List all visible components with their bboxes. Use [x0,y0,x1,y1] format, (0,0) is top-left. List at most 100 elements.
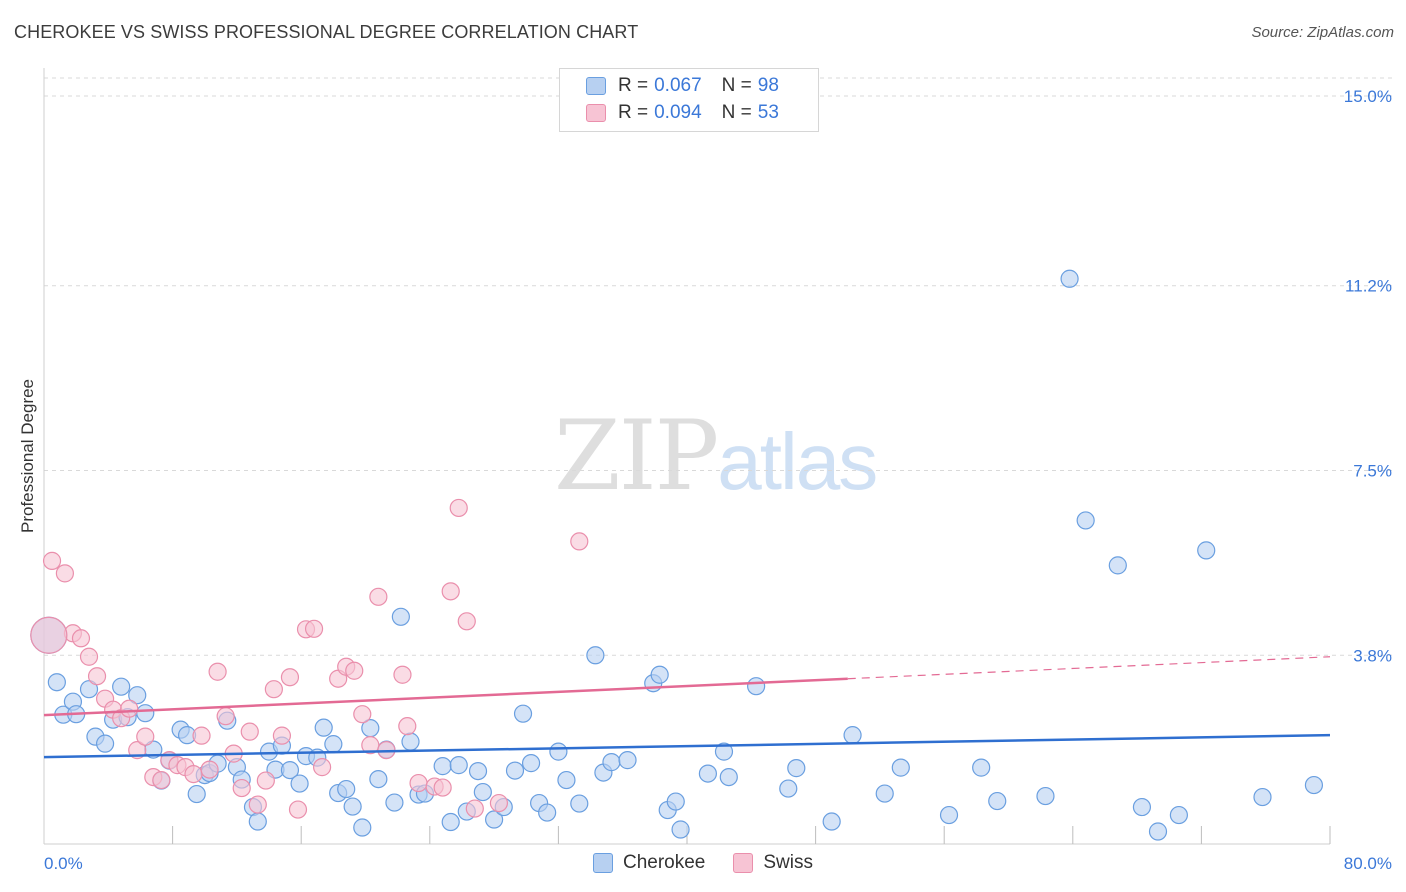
legend-n-label: N = [721,102,752,123]
cherokee-point [314,718,333,737]
cherokee-point [1036,786,1055,806]
legend: R = 0.067 N = 98 R = 0.094 N = 53 [559,68,819,132]
cherokee-point [136,704,155,723]
swiss-point [304,619,324,638]
cherokee-point [1148,822,1168,841]
cherokee-point [538,803,557,822]
cherokee-point [891,758,910,777]
cherokee-point [248,812,267,831]
cherokee-point [570,794,589,813]
swiss-point [489,793,509,813]
bottom-legend: Cherokee Swiss [0,852,1406,874]
cherokee-point [47,673,66,692]
swiss-point [398,717,417,736]
cherokee-point [521,754,541,773]
cherokee-point [1197,541,1216,560]
cherokee-point [557,770,576,790]
cherokee-point [128,686,147,705]
swiss-point [280,668,300,687]
watermark-atlas: atlas [717,417,878,506]
swiss-point [345,661,364,680]
bottom-legend-label: Swiss [763,852,813,873]
legend-r-value: 0.094 [654,102,702,123]
swiss-point [200,760,219,779]
legend-row-cherokee: R = 0.067 N = 98 [586,74,779,98]
watermark: ZIPatlas [554,400,878,512]
legend-n-value: 53 [757,102,779,123]
source-label: Source: ZipAtlas.com [1251,24,1394,41]
legend-r-label: R = [618,102,649,123]
cherokee-point [505,761,525,780]
swiss-point [136,727,155,746]
legend-row-swiss: R = 0.094 N = 53 [586,101,779,125]
swiss-point [449,498,468,518]
cherokee-point [1304,775,1324,795]
legend-swatch-cherokee [586,77,606,95]
bottom-legend-swatch-cherokee [592,853,613,873]
swiss-point [120,699,139,718]
legend-n-value: 98 [757,75,779,96]
cherokee-point [843,726,862,745]
swiss-point [570,532,589,551]
cherokee-point [324,735,343,754]
swiss-point [264,680,283,699]
y-tick-label: 15.0% [1344,87,1392,106]
cherokee-point [290,774,309,793]
cherokee-point [747,677,766,696]
cherokee-point [671,820,690,839]
cherokee-point [1253,787,1272,807]
cherokee-point [650,665,669,684]
cherokee-point [822,812,841,831]
cherokee-point [401,732,420,751]
swiss-point [152,770,171,790]
cherokee-point [353,818,372,837]
cherokee-point [433,757,452,776]
cherokee-point [779,779,798,798]
cherokee-point [875,784,894,803]
bottom-legend-swatch-swiss [733,853,754,873]
cherokee-point [549,742,568,761]
cherokee-point [939,805,959,825]
legend-n-label: N = [721,75,752,96]
cherokee-point [449,756,468,775]
swiss-point [441,582,460,601]
swiss-point [457,612,476,631]
swiss-point [87,667,107,686]
swiss-point [240,722,259,741]
cherokee-point [79,680,99,699]
swiss-trend-line [43,677,848,717]
cherokee-point [112,677,131,696]
y-tick-label: 7.5% [1353,462,1392,481]
cherokee-point [719,767,738,787]
cherokee-point [618,751,637,770]
chart-title: CHEROKEE VS SWISS PROFESSIONAL DEGREE CO… [14,22,639,42]
swiss-point [288,800,308,819]
swiss-point [248,795,267,814]
swiss-point [312,758,332,777]
cherokee-point [513,704,533,723]
swiss-point [433,778,452,797]
swiss-point [79,647,99,666]
swiss-point [30,616,68,654]
swiss-point [256,771,275,790]
bottom-legend-swiss: Swiss [733,852,813,874]
cherokee-point [1169,805,1188,825]
cherokee-point [441,812,460,832]
swiss-point [208,662,227,681]
cherokee-point [714,742,734,761]
swiss-point [42,551,62,570]
y-tick-label: 11.2% [1345,277,1392,296]
cherokee-point [1076,511,1095,530]
cherokee-point [972,758,991,777]
swiss-point [216,707,235,726]
legend-swatch-swiss [586,104,606,122]
cherokee-point [385,793,404,812]
swiss-point [192,726,211,745]
cherokee-point [1108,556,1127,575]
bottom-legend-label: Cherokee [622,852,706,873]
cherokee-point [95,734,115,753]
watermark-zip: ZIP [554,400,719,512]
legend-r-label: R = [618,75,649,96]
cherokee-point [369,769,388,789]
